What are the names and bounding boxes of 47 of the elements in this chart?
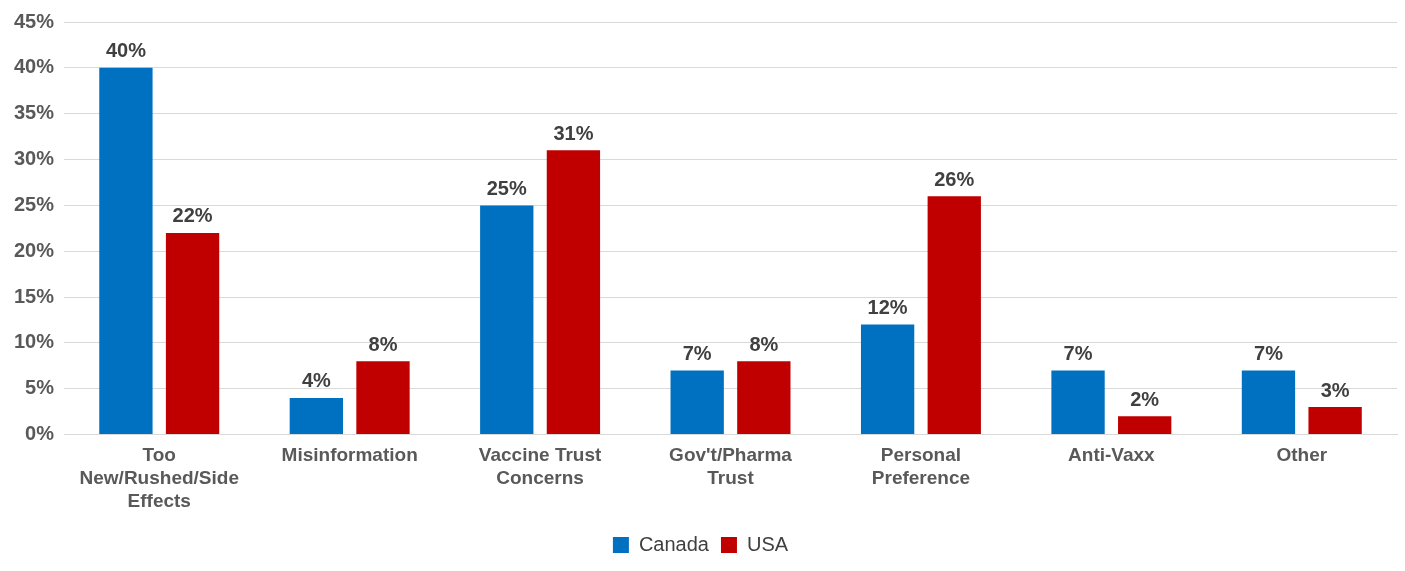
data-label: 25% [486, 176, 527, 199]
bar [860, 324, 915, 435]
y-tick-label: 15% [14, 284, 55, 307]
x-tick-label: Vaccine Trust Concerns [478, 444, 603, 489]
data-label: 8% [749, 332, 779, 355]
bar [927, 196, 981, 435]
y-tick-label: 25% [14, 192, 55, 215]
data-label: 31% [553, 121, 594, 144]
data-label: 2% [1130, 387, 1160, 410]
y-tick-label: 10% [14, 330, 55, 353]
bar [1308, 407, 1362, 435]
legend-label: USA [746, 532, 789, 555]
bar [1051, 370, 1105, 435]
x-tick-label: Too New/Rushed/Side Effects [79, 444, 239, 511]
x-tick-label: Anti-Vaxx [1068, 444, 1156, 466]
x-tick-label: Gov't/Pharma Trust [669, 444, 793, 489]
bar [737, 361, 791, 435]
data-label: 8% [368, 332, 398, 355]
data-label: 12% [867, 296, 908, 319]
y-tick-label: 0% [25, 422, 55, 445]
bar [165, 232, 220, 435]
data-label: 40% [105, 39, 147, 62]
x-tick-label: Misinformation [281, 444, 418, 466]
data-label: 4% [301, 369, 332, 392]
bar [1118, 416, 1172, 435]
y-tick-label: 5% [25, 376, 55, 399]
y-tick-label: 30% [14, 147, 55, 170]
y-tick-label: 20% [14, 238, 55, 261]
y-tick-label: 40% [14, 55, 55, 78]
data-label: 3% [1320, 378, 1350, 401]
data-label: 26% [934, 167, 975, 190]
x-tick-label: Personal Preference [871, 444, 971, 489]
data-label: 22% [172, 204, 213, 227]
bar [1241, 370, 1296, 435]
bar [670, 370, 724, 435]
bar [480, 205, 534, 435]
data-label: 7% [1254, 341, 1284, 364]
y-tick-label: 45% [14, 9, 55, 32]
data-label: 7% [1063, 341, 1093, 364]
data-label: 7% [682, 341, 712, 364]
bar [356, 361, 410, 435]
bar [99, 67, 153, 435]
y-tick-label: 35% [14, 101, 55, 124]
bar [546, 150, 601, 435]
bar [289, 397, 343, 435]
legend-label: Canada [638, 532, 710, 555]
x-tick-label: Other [1276, 444, 1328, 466]
